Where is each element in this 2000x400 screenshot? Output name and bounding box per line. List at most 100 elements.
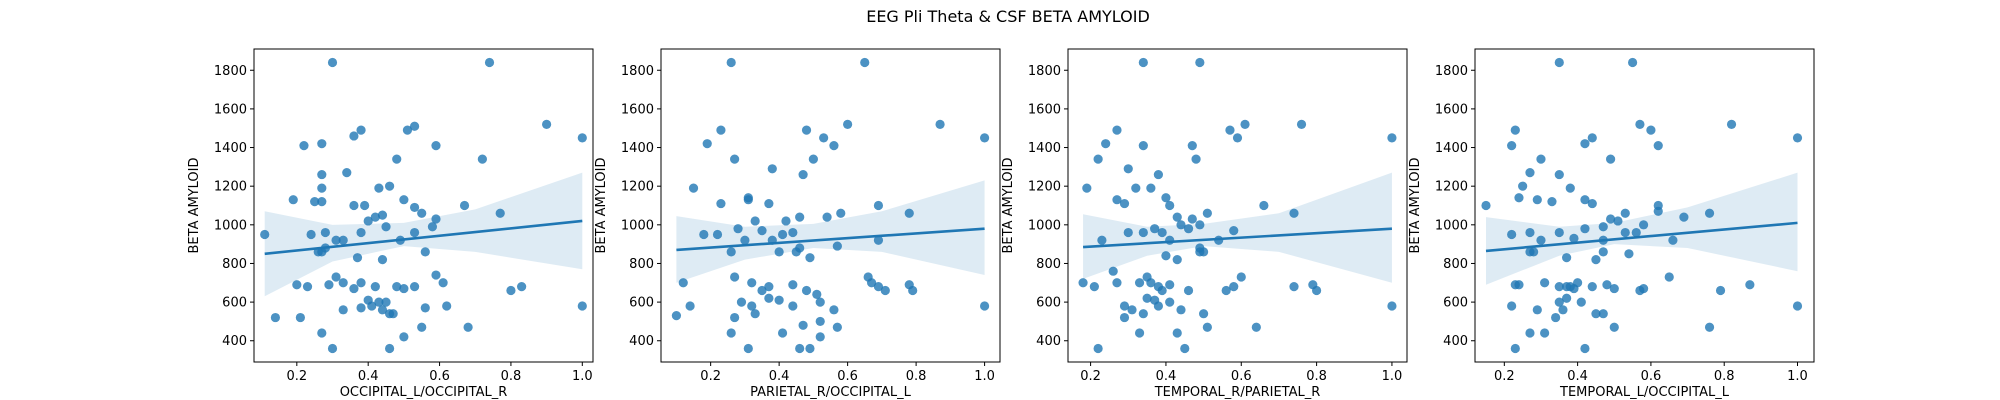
subplots: 0.2 0.4 0.6 0.8 1.0 400 600 800 1000 1200 1400 1600… <box>187 48 1815 400</box>
data-point <box>392 282 402 292</box>
data-point <box>1101 139 1111 149</box>
data-point <box>442 301 452 311</box>
data-point <box>798 320 808 330</box>
data-point <box>1161 193 1171 203</box>
data-point <box>409 202 420 213</box>
data-point <box>374 297 384 307</box>
data-point <box>459 200 470 211</box>
y-tick-label: 800 <box>1443 257 1468 272</box>
x-tick-label: 0.8 <box>501 369 522 384</box>
axes-frame <box>1474 48 1815 363</box>
y-tick-label: 400 <box>222 334 247 349</box>
y-tick-label: 1000 <box>214 218 247 233</box>
y-tick-label: 1600 <box>214 102 247 117</box>
data-point <box>1225 125 1235 135</box>
axes-frame <box>1067 48 1408 363</box>
data-point <box>1598 222 1608 232</box>
data-point <box>815 297 825 307</box>
data-point <box>1587 282 1597 292</box>
y-tick-label: 600 <box>1036 296 1061 311</box>
data-point <box>774 247 784 257</box>
data-point <box>1580 224 1590 234</box>
data-point <box>1119 198 1130 209</box>
data-point <box>1296 119 1307 129</box>
data-point <box>832 241 842 251</box>
data-point <box>671 311 682 321</box>
data-point <box>324 280 334 290</box>
data-point <box>733 224 743 234</box>
data-point <box>427 222 438 232</box>
data-point <box>1183 285 1194 296</box>
data-point <box>685 301 695 311</box>
confidence-band <box>1083 172 1392 283</box>
x-tick-label: 1.0 <box>974 369 995 384</box>
data-point <box>774 295 784 305</box>
data-point <box>829 141 839 151</box>
data-point <box>1536 235 1546 245</box>
x-tick-label: 0.8 <box>1306 369 1327 384</box>
data-point <box>866 278 877 288</box>
data-point <box>377 254 388 265</box>
data-point <box>1176 220 1186 230</box>
data-point <box>1668 235 1678 245</box>
data-point <box>801 125 812 135</box>
data-point <box>1536 154 1546 164</box>
data-point <box>1554 227 1564 238</box>
data-point <box>1161 251 1171 261</box>
data-point <box>822 212 832 222</box>
data-point <box>356 125 366 135</box>
data-point <box>1199 309 1209 319</box>
data-point <box>777 229 788 240</box>
data-point <box>873 235 884 245</box>
x-tick-label: 0.4 <box>1567 369 1588 384</box>
data-point <box>1138 57 1148 68</box>
data-point <box>1187 141 1197 151</box>
data-point <box>356 278 366 288</box>
data-point <box>747 301 757 311</box>
data-point <box>349 131 359 141</box>
data-point <box>880 285 890 296</box>
data-point <box>381 297 391 307</box>
data-point <box>1229 226 1239 236</box>
data-point <box>317 139 327 149</box>
data-point <box>1620 227 1630 238</box>
data-point <box>829 305 839 315</box>
data-point <box>1525 227 1535 238</box>
data-point <box>399 283 409 294</box>
data-point <box>517 282 527 292</box>
data-point <box>1598 247 1608 257</box>
data-point <box>781 216 791 226</box>
data-point <box>1554 169 1564 180</box>
data-point <box>1635 119 1645 129</box>
data-point <box>1704 208 1715 218</box>
data-point <box>577 301 587 311</box>
data-point <box>832 322 842 332</box>
data-point <box>367 301 377 311</box>
data-point <box>1715 285 1726 296</box>
data-point <box>1664 272 1674 282</box>
x-tick-label: 0.6 <box>1231 369 1252 384</box>
data-point <box>1146 183 1156 193</box>
data-point <box>873 200 884 211</box>
data-point <box>1606 154 1616 164</box>
data-point <box>1146 278 1156 288</box>
data-point <box>370 282 380 292</box>
data-point <box>801 285 812 296</box>
x-tick-label: 0.4 <box>358 369 379 384</box>
data-point <box>310 197 320 207</box>
data-point <box>1232 133 1243 143</box>
x-tick-label: 0.4 <box>1156 369 1177 384</box>
data-point <box>812 289 822 299</box>
data-point <box>788 301 798 311</box>
data-point <box>388 309 398 319</box>
data-point <box>1123 227 1133 238</box>
data-point <box>1540 278 1550 288</box>
y-tick-label: 400 <box>1036 334 1061 349</box>
data-point <box>1142 293 1152 303</box>
data-point <box>750 309 760 319</box>
y-tick-label: 800 <box>629 257 654 272</box>
y-tick-label: 800 <box>222 257 247 272</box>
data-point <box>1236 272 1246 282</box>
data-point <box>506 285 516 296</box>
